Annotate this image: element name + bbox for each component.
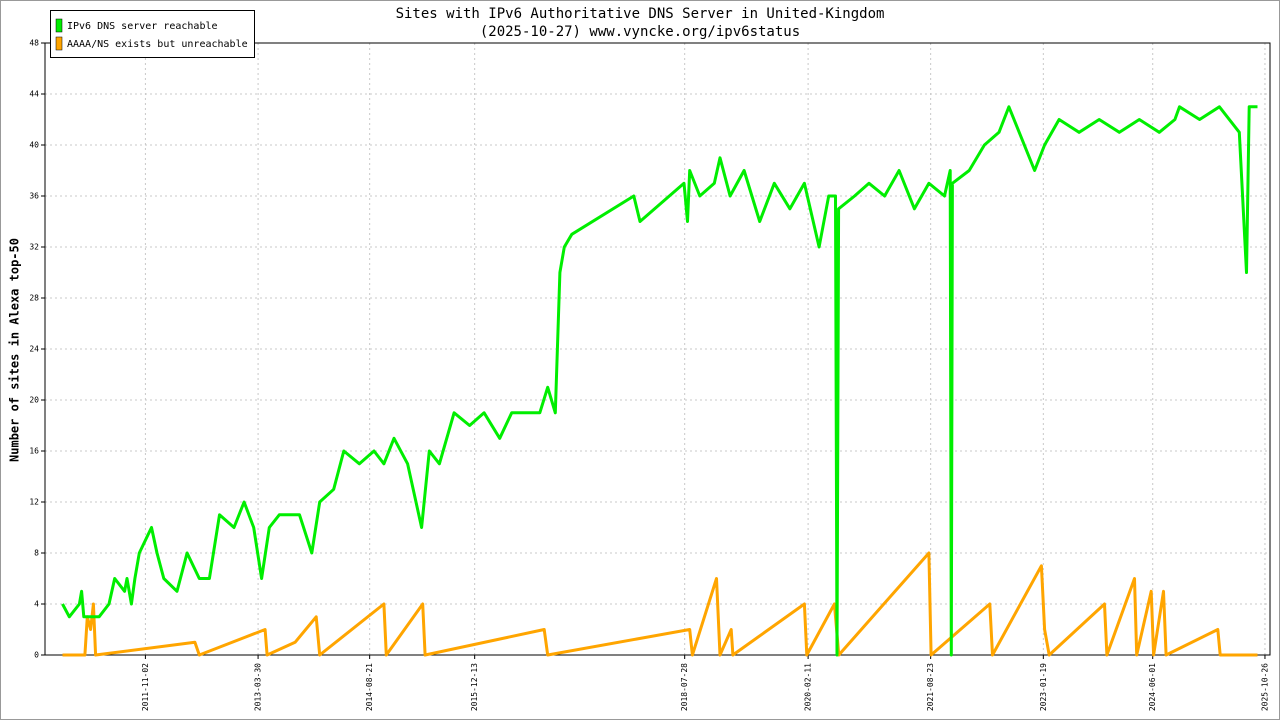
x-tick-label: 2015-12-13 bbox=[470, 663, 479, 711]
x-tick-label: 2014-08-21 bbox=[365, 663, 374, 711]
chart-subtitle: (2025-10-27) www.vyncke.org/ipv6status bbox=[480, 24, 800, 40]
x-tick-label: 2025-10-26 bbox=[1260, 663, 1269, 711]
legend-swatch bbox=[55, 36, 63, 51]
y-tick-label: 48 bbox=[29, 39, 39, 48]
x-tick-label: 2018-07-28 bbox=[680, 663, 689, 711]
y-tick-label: 44 bbox=[29, 90, 39, 99]
x-tick-label: 2013-03-30 bbox=[254, 663, 263, 711]
y-tick-label: 20 bbox=[29, 396, 39, 405]
y-tick-label: 16 bbox=[29, 447, 39, 456]
plot-border bbox=[44, 42, 1271, 656]
y-tick-label: 0 bbox=[34, 651, 39, 660]
x-tick-label: 2020-02-11 bbox=[804, 663, 813, 711]
y-tick-label: 28 bbox=[29, 294, 39, 303]
y-tick-label: 36 bbox=[29, 192, 39, 201]
legend-box bbox=[50, 10, 255, 58]
legend-label: IPv6 DNS server reachable bbox=[67, 21, 218, 32]
x-tick-label: 2021-08-23 bbox=[926, 663, 935, 711]
chart-title: Sites with IPv6 Authoritative DNS Server… bbox=[396, 6, 885, 22]
data-line bbox=[62, 551, 1258, 657]
x-tick-label: 2011-11-02 bbox=[141, 663, 150, 711]
y-axis-label: Number of sites in Alexa top-50 bbox=[8, 238, 22, 462]
x-tick-label: 2024-06-01 bbox=[1148, 663, 1157, 711]
y-tick-label: 32 bbox=[29, 243, 39, 252]
y-tick-label: 24 bbox=[29, 345, 39, 354]
legend-label: AAAA/NS exists but unreachable bbox=[67, 39, 248, 50]
y-tick-label: 4 bbox=[34, 600, 39, 609]
y-tick-label: 12 bbox=[29, 498, 39, 507]
x-tick-label: 2023-01-19 bbox=[1039, 663, 1048, 711]
y-tick-label: 8 bbox=[34, 549, 39, 558]
data-line bbox=[61, 105, 1258, 657]
y-tick-label: 40 bbox=[29, 141, 39, 150]
legend-swatch bbox=[55, 18, 63, 33]
